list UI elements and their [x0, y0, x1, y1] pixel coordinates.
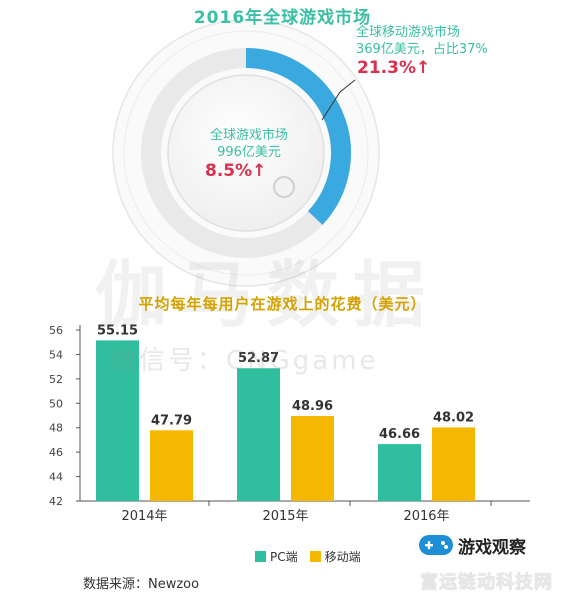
x-tick-label: 2016年	[403, 509, 449, 524]
data-source: 数据来源：Newzoo	[83, 577, 200, 592]
brand-logo: 游戏观察	[418, 531, 558, 559]
watermark-sub: 微信号：CNGgame	[110, 346, 379, 376]
knob	[273, 176, 295, 198]
legend-swatch-pc	[255, 551, 266, 562]
y-tick-label: 44	[49, 471, 63, 484]
bar-mobile	[432, 427, 475, 501]
mobile-market-growth: 21.3%↑	[357, 58, 431, 78]
watermark-main: 伽马数据	[95, 253, 440, 337]
legend-swatch-mobile	[309, 551, 321, 562]
mobile-share-arc	[245, 48, 351, 225]
bar-mobile	[150, 430, 193, 501]
global-market-amount: 996亿美元	[217, 145, 281, 160]
bar-pc	[237, 368, 280, 501]
bar-value-label: 47.79	[151, 413, 192, 428]
brand-name: 游戏观察	[458, 537, 526, 558]
brand-subtitle: 富运链动科技网	[420, 572, 553, 593]
y-tick-label: 50	[49, 397, 63, 410]
x-tick-label: 2015年	[262, 509, 308, 524]
bar-chart: 56 54 52 50 48 46 44 42 55.15 47.79 2014年 52.87 48.9…	[49, 323, 530, 524]
y-tick-label: 46	[49, 446, 63, 459]
market-ring-graphic	[112, 19, 380, 287]
legend-label-pc: PC端	[270, 550, 298, 564]
bar-pc	[378, 444, 421, 501]
legend-label-mobile: 移动端	[324, 550, 361, 564]
y-tick-label: 52	[49, 373, 63, 386]
mobile-market-label: 全球移动游戏市场	[356, 25, 461, 40]
chart-legend: PC端 移动端	[255, 548, 373, 565]
global-market-growth: 8.5%↑	[205, 161, 267, 181]
mobile-market-amount: 369亿美元，占比37%	[356, 42, 488, 57]
legend-item-pc: PC端	[255, 548, 298, 565]
callout-line	[321, 79, 356, 121]
bar-pc	[96, 340, 139, 501]
y-tick-label: 42	[49, 495, 63, 508]
x-tick-label: 2014年	[121, 509, 167, 524]
outer-ring-inner-edge	[123, 30, 369, 276]
legend-item-mobile: 移动端	[309, 548, 361, 565]
bar-value-label: 52.87	[238, 351, 279, 366]
bar-value-label: 48.02	[433, 410, 474, 425]
page-title: 2016年全球游戏市场	[193, 8, 372, 28]
bar-mobile	[291, 415, 334, 501]
y-tick-label: 54	[49, 348, 63, 361]
bar-value-label: 46.66	[379, 427, 420, 442]
mobile-market-label-block: 全球移动游戏市场 369亿美元，占比37%	[356, 24, 488, 58]
gamepad-icon	[419, 535, 453, 555]
bar-value-label: 55.15	[97, 323, 138, 338]
global-market-label-block: 全球游戏市场 996亿美元	[201, 127, 297, 161]
chart-title: 平均每年每用户在游戏上的花费（美元）	[138, 295, 427, 313]
y-tick-label: 48	[49, 422, 63, 435]
global-market-label: 全球游戏市场	[209, 128, 288, 143]
bar-value-label: 48.96	[292, 399, 333, 414]
y-tick-label: 56	[49, 324, 63, 337]
